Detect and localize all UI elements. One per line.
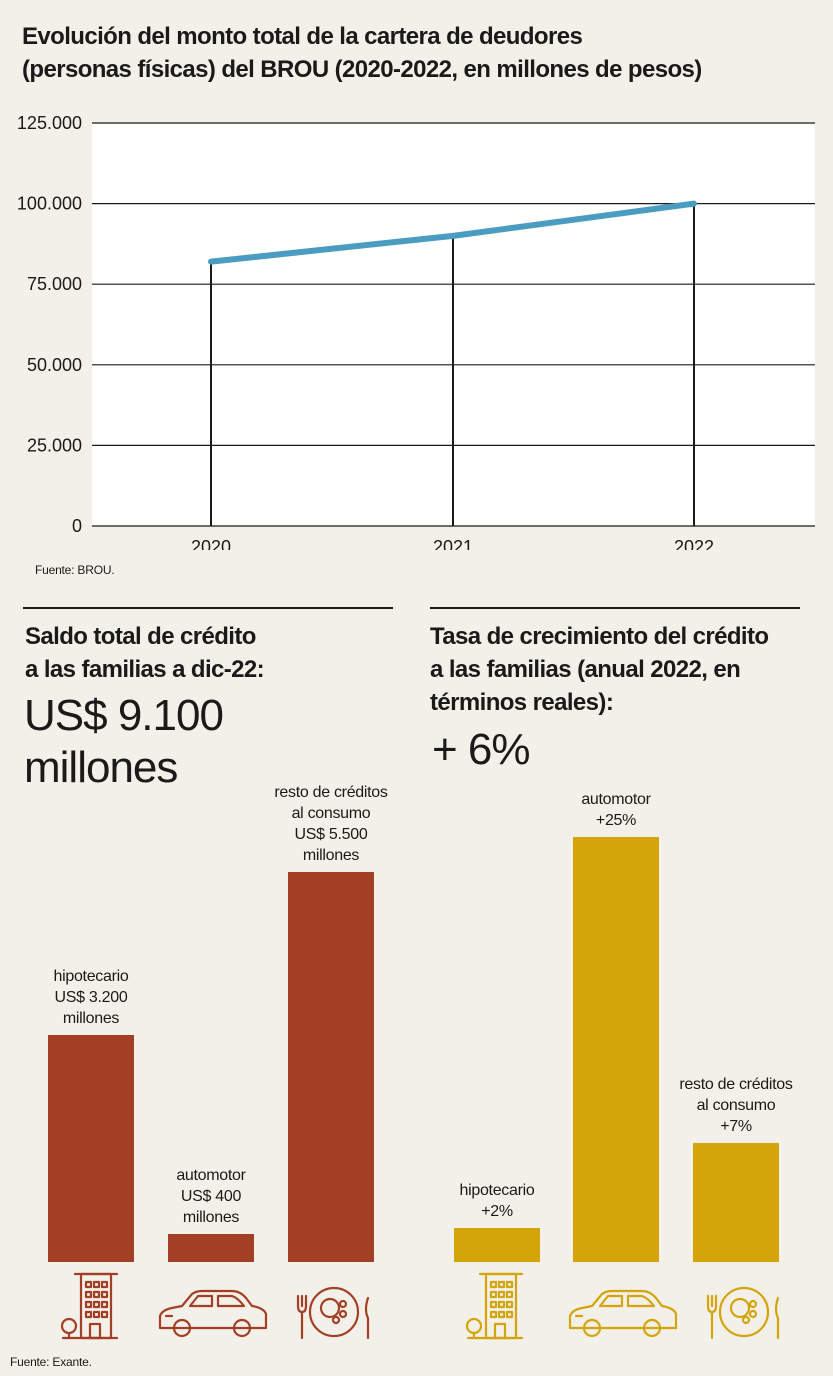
y-tick-label: 100.000: [17, 194, 82, 214]
bar-label-line: automotor: [176, 1166, 246, 1184]
y-tick-label: 125.000: [17, 113, 82, 133]
bar-label-line: resto de créditos: [679, 1076, 793, 1093]
bar-label-line: al consumo: [291, 805, 371, 822]
building-icon: [465, 1272, 524, 1340]
x-tick-label: 2022: [674, 537, 714, 550]
bar-label-line: millones: [182, 1208, 240, 1226]
chart-title: Evolución del monto total de la cartera …: [22, 23, 702, 83]
bar: [48, 1035, 134, 1262]
bar-label: automotor +25%: [536, 789, 696, 831]
line-chart: 0 25.000 50.000 75.000 100.000 125.000 2020 20…: [17, 113, 815, 550]
bar: [454, 1228, 540, 1262]
bar: [693, 1143, 779, 1262]
y-tick-label: 50.000: [27, 355, 82, 375]
right-panel-rule: [430, 607, 800, 609]
data-point: [451, 233, 455, 238]
line-chart-source: Fuente: BROU.: [35, 563, 115, 577]
data-point: [209, 259, 213, 264]
bar-label-line: US$ 3.200: [54, 989, 128, 1007]
footer-source: Fuente: Exante.: [10, 1355, 92, 1369]
right-panel-title: Tasa de crecimiento del crédito a las fa…: [430, 623, 769, 716]
icons-row: [60, 1272, 780, 1340]
right-panel-growth: + 6%: [432, 725, 531, 774]
bar-label-line: +7%: [720, 1118, 752, 1135]
bar-label: resto de créditos al consumo US$ 5.500 mill…: [251, 782, 411, 866]
y-tick-label: 0: [72, 516, 82, 536]
y-tick-label: 75.000: [27, 274, 82, 294]
data-point: [692, 201, 696, 206]
left-panel-total: US$ 9.100 millones: [24, 691, 224, 792]
bar-label: hipotecario +2%: [417, 1180, 577, 1222]
bar-label-line: millones: [62, 1010, 120, 1028]
plate-cutlery-icon: [706, 1286, 780, 1340]
bar-label-line: US$ 5.500: [294, 826, 368, 843]
bar-label-line: resto de créditos: [274, 784, 388, 801]
left-panel-title: Saldo total de crédito a las familias a …: [25, 623, 265, 683]
plate-cutlery-icon: [296, 1286, 370, 1340]
car-icon: [568, 1289, 678, 1338]
bar-label-line: millones: [302, 847, 360, 864]
x-tick-label: 2021: [433, 537, 473, 550]
bar: [573, 837, 659, 1262]
building-icon: [60, 1272, 119, 1340]
bar-label: resto de créditos al consumo +7%: [656, 1074, 816, 1137]
left-panel-rule: [23, 607, 393, 609]
bar-label-line: automotor: [581, 791, 651, 808]
bar-label-line: US$ 400: [180, 1187, 242, 1205]
car-icon: [158, 1289, 268, 1338]
bar-label: automotor US$ 400 millones: [131, 1165, 291, 1228]
bar-label-line: al consumo: [696, 1097, 776, 1114]
bar: [168, 1233, 254, 1262]
x-tick-label: 2020: [191, 537, 231, 550]
bar-label-line: hipotecario: [459, 1182, 535, 1199]
bar-label-line: +25%: [595, 812, 637, 829]
bar-label: hipotecario US$ 3.200 millones: [11, 966, 171, 1029]
y-tick-label: 25.000: [27, 435, 82, 455]
bar-label-line: +2%: [481, 1203, 513, 1220]
bar: [288, 872, 374, 1262]
bar-label-line: hipotecario: [53, 968, 129, 986]
